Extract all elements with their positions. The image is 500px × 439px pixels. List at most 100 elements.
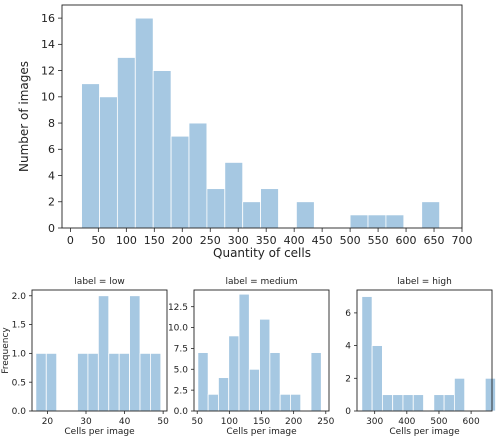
- x-axis-label: Cells per image: [64, 427, 135, 437]
- histogram-bar: [248, 368, 260, 412]
- y-tick-label: 0.5: [12, 378, 26, 388]
- histogram-bar: [139, 352, 151, 412]
- histogram-bar: [421, 201, 441, 229]
- x-tick-label: 250: [317, 417, 334, 427]
- x-tick-label: 550: [368, 234, 389, 247]
- histogram-bar: [412, 394, 424, 412]
- histogram-bar: [224, 162, 244, 229]
- histogram-bar: [242, 201, 261, 229]
- y-tick-label: 6: [48, 143, 55, 156]
- histogram-bar: [188, 122, 208, 229]
- histogram-bar: [371, 345, 383, 412]
- x-tick-label: 500: [340, 234, 361, 247]
- y-tick-label: 1.0: [12, 350, 27, 360]
- x-tick-label: 0: [67, 234, 74, 247]
- histogram-bar: [152, 70, 172, 229]
- x-tick-label: 400: [284, 234, 305, 247]
- histogram-bar: [259, 318, 271, 412]
- y-axis-label: Frequency: [1, 327, 11, 374]
- histogram-bar: [453, 377, 466, 412]
- histogram-bar: [118, 352, 130, 412]
- histogram-bar: [197, 352, 209, 412]
- histogram-bar: [218, 377, 230, 412]
- histogram-bar: [269, 352, 281, 412]
- x-tick-label: 50: [191, 417, 203, 427]
- y-tick-label: 14: [41, 38, 55, 51]
- histogram-bar: [150, 352, 162, 412]
- x-tick-label: 100: [221, 417, 238, 427]
- y-tick-label: 0.0: [12, 407, 27, 417]
- y-tick-label: 0.0: [174, 407, 189, 417]
- x-tick-label: 300: [366, 417, 383, 427]
- axes-frame: [356, 289, 493, 412]
- x-tick-label: 20: [42, 417, 54, 427]
- histogram-bar: [129, 295, 141, 412]
- x-tick-label: 200: [285, 417, 302, 427]
- y-axis-label: Number of images: [17, 61, 31, 172]
- y-tick-label: 10: [41, 91, 55, 104]
- y-tick-label: 16: [41, 12, 55, 25]
- histogram-bar: [402, 394, 414, 412]
- histogram-bar: [87, 352, 99, 412]
- y-tick-label: 7.5: [174, 345, 188, 355]
- histogram-bar: [443, 394, 455, 412]
- x-tick-label: 600: [396, 234, 417, 247]
- y-tick-label: 2.5: [174, 386, 188, 396]
- y-tick-label: 4: [48, 169, 55, 182]
- histogram-bar: [99, 96, 118, 229]
- histogram-bar: [228, 335, 240, 412]
- histogram-bar: [206, 188, 226, 229]
- x-axis-label: Quantity of cells: [213, 246, 311, 260]
- x-tick-label: 200: [172, 234, 193, 247]
- y-tick-label: 0: [345, 407, 351, 417]
- panel-title: label = low: [74, 277, 124, 287]
- histogram-bar: [81, 83, 100, 229]
- histogram-bar: [108, 352, 120, 412]
- x-tick-label: 500: [430, 417, 447, 427]
- y-tick-label: 12.5: [168, 303, 188, 313]
- histogram-bar: [170, 135, 190, 229]
- x-tick-label: 40: [119, 417, 131, 427]
- y-tick-label: 2.0: [12, 292, 27, 302]
- y-tick-label: 12: [41, 64, 55, 77]
- histogram-bar: [310, 352, 322, 412]
- x-tick-label: 400: [398, 417, 415, 427]
- histogram-bar: [381, 394, 394, 412]
- x-tick-label: 700: [452, 234, 473, 247]
- histogram-bar: [35, 352, 47, 412]
- x-tick-label: 100: [116, 234, 137, 247]
- histogram-bar: [367, 214, 387, 229]
- x-tick-label: 450: [312, 234, 333, 247]
- y-tick-label: 2: [48, 196, 55, 209]
- histogram-bar: [97, 295, 110, 412]
- histogram-bar: [349, 214, 369, 229]
- axes-frame: [31, 289, 168, 412]
- histogram-bar: [134, 17, 154, 229]
- axes-frame: [61, 4, 463, 229]
- y-tick-label: 4: [345, 342, 351, 352]
- histogram-bar: [361, 296, 373, 412]
- x-tick-label: 300: [228, 234, 249, 247]
- histogram-bar: [279, 393, 291, 412]
- x-axis-label: Cells per image: [226, 427, 297, 437]
- y-tick-label: 5.0: [174, 365, 189, 375]
- x-tick-label: 50: [91, 234, 105, 247]
- x-tick-label: 150: [144, 234, 165, 247]
- histogram-bar: [77, 352, 89, 412]
- histogram-bar: [484, 377, 496, 412]
- x-tick-label: 150: [253, 417, 270, 427]
- x-tick-label: 350: [256, 234, 277, 247]
- x-tick-label: 30: [80, 417, 92, 427]
- histogram-bar: [238, 293, 250, 412]
- y-tick-label: 1.5: [12, 321, 26, 331]
- panel-title: label = high: [397, 277, 452, 287]
- panel-title: label = medium: [225, 277, 297, 287]
- x-tick-label: 600: [463, 417, 480, 427]
- y-tick-label: 8: [48, 117, 55, 130]
- x-tick-label: 250: [200, 234, 221, 247]
- histogram-bar: [260, 188, 279, 229]
- histogram-bar: [45, 352, 58, 412]
- y-tick-label: 2: [345, 374, 351, 384]
- histogram-bar: [433, 394, 445, 412]
